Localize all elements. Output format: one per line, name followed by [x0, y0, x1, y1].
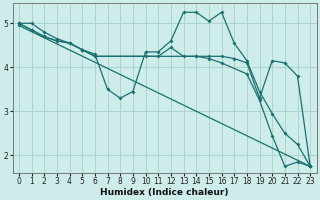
X-axis label: Humidex (Indice chaleur): Humidex (Indice chaleur) — [100, 188, 229, 197]
